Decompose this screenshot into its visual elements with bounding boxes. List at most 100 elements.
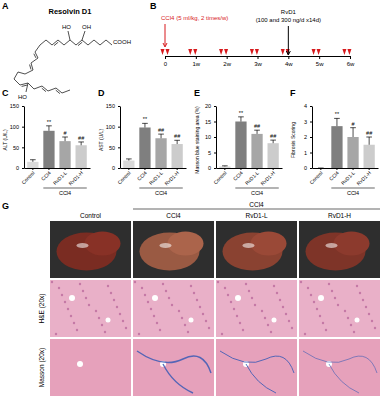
rvd1-arrow (286, 26, 290, 55)
bond (82, 31, 85, 40)
tick-mark (369, 168, 370, 170)
tick-label: 3 (304, 119, 307, 125)
he-cell (285, 313, 287, 315)
masson-section (50, 339, 131, 396)
masson-fibrosis (220, 351, 294, 393)
group-label: CCl4 (251, 190, 263, 196)
double-bond (54, 42, 58, 46)
tick-label: 100 (106, 124, 115, 130)
rvd1-label: RvD1 (281, 9, 297, 15)
error-bar (350, 128, 356, 137)
masson-section (216, 339, 297, 396)
he-vessel (69, 295, 75, 301)
tick-mark (227, 56, 228, 59)
panel-letter: D (98, 88, 105, 98)
he-cell (141, 287, 143, 289)
plot-area (27, 126, 87, 168)
he-cell (304, 333, 306, 335)
tick-mark (214, 153, 216, 154)
tick-label: CCl4 (40, 170, 52, 182)
he-cell (58, 287, 60, 289)
tick: 20 (205, 103, 216, 109)
he-cell (344, 310, 346, 312)
error-bar (270, 140, 276, 143)
tick-mark (118, 168, 120, 169)
tick-mark (353, 168, 354, 170)
masson-section (133, 339, 214, 396)
bar (331, 126, 342, 168)
tick-mark (22, 168, 24, 169)
tick: 10 (205, 134, 216, 140)
tick: 3 (304, 119, 312, 125)
panel-letter: A (2, 1, 9, 11)
tick-mark (22, 147, 24, 148)
liver-lobe (85, 232, 121, 256)
significance: ## (78, 135, 85, 141)
tick-label: RvD1-L (148, 170, 164, 186)
he-cell (122, 320, 124, 322)
tick-label: 6w (347, 61, 355, 67)
group-bracket (235, 188, 278, 189)
he-cell (347, 317, 349, 319)
tick: 0 (112, 165, 120, 171)
he-cell (162, 283, 164, 285)
he-cell (116, 306, 118, 308)
he-cell (356, 285, 358, 287)
he-cell (291, 327, 293, 329)
atom-label: HO (62, 24, 71, 30)
he-cell (205, 320, 207, 322)
double-bond (42, 88, 46, 92)
injection-marker (250, 49, 259, 55)
tick-label: 1w (192, 61, 200, 67)
atom-label: OH (82, 24, 91, 30)
significance: ## (174, 133, 181, 139)
tick-label: Control (212, 170, 228, 186)
tick-label: 0 (112, 165, 115, 171)
he-cell (371, 320, 373, 322)
significance: ## (270, 133, 277, 139)
tick-mark (350, 56, 351, 59)
axis-line (217, 168, 283, 169)
bond (26, 83, 28, 92)
axis-line (121, 168, 187, 169)
he-cell (279, 299, 281, 301)
he-cell (88, 304, 90, 306)
tick: RvD1-H (259, 168, 276, 187)
tick-label: 0 (304, 165, 307, 171)
he-section (133, 280, 214, 337)
tick-mark (118, 147, 120, 148)
tick-mark (258, 56, 259, 59)
column-label: RvD1-H (328, 212, 351, 219)
he-cell (51, 281, 53, 283)
he-cell (168, 297, 170, 299)
y-axis: 05101520 (205, 103, 217, 171)
he-cell (82, 290, 84, 292)
tick-mark (310, 122, 312, 123)
tick: 100 (106, 124, 120, 130)
masson-fibrosis (137, 351, 211, 393)
he-section (50, 280, 131, 337)
group-bracket (43, 188, 86, 189)
he-cell (138, 333, 140, 335)
tick: CCl4 (136, 168, 148, 182)
atom-label: HO (18, 94, 27, 100)
x-axis: ControlCCl4RvD1-LRvD1-H (116, 168, 186, 187)
tick: 5w (316, 56, 324, 67)
tick: RvD1-L (148, 168, 164, 186)
tick: 4 (304, 103, 312, 109)
tick-mark (320, 168, 321, 170)
significance: # (352, 121, 356, 127)
he-cell (270, 331, 272, 333)
error-bar (30, 160, 36, 162)
tick-label: RvD1-H (259, 169, 276, 186)
liver-photo (299, 221, 380, 278)
x-axis: ControlCCl4RvD1-LRvD1-H (20, 168, 90, 187)
double-bond (78, 42, 82, 46)
tick-mark (310, 106, 312, 107)
he-vessel (318, 295, 324, 301)
he-cell (95, 310, 97, 312)
he-cell (350, 324, 352, 326)
atom-label: COOH (113, 39, 131, 45)
error-bar (222, 165, 228, 167)
he-cell (264, 317, 266, 319)
